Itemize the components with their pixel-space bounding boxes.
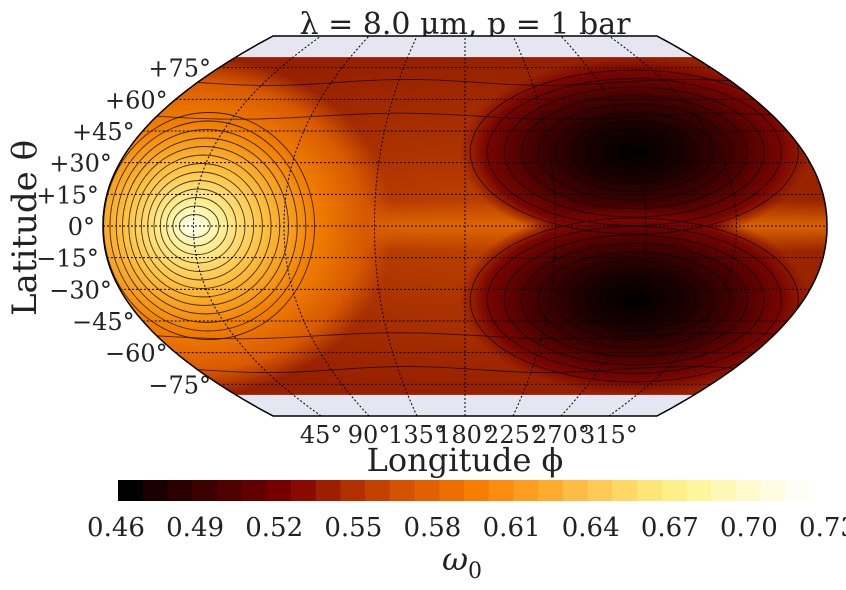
colorbar-level (315, 480, 342, 501)
colorbar-tick-label: 0.64 (562, 513, 620, 543)
colorbar-tick-label: 0.58 (403, 513, 461, 543)
lon-tick-label: 180° (436, 421, 494, 449)
lat-tick-label: −45° (72, 308, 135, 336)
lon-tick-label: 45° (300, 421, 343, 449)
lat-tick-label: +75° (148, 55, 211, 83)
lat-tick-label: +15° (36, 181, 99, 209)
lon-tick-label: 90° (348, 421, 391, 449)
colorbar-level (612, 480, 638, 501)
colorbar-level (414, 480, 440, 501)
map-area (102, 35, 828, 417)
colorbar-level (760, 480, 786, 501)
lat-tick-label: +45° (72, 118, 135, 146)
y-axis-label: Latitude θ (5, 140, 45, 316)
colorbar-level (389, 480, 416, 501)
latitude-tick-labels: +75° +60° +45° +30° +15° 0° −15° −30° −45° −60° −7… (36, 55, 211, 400)
bright-spot (103, 56, 394, 396)
colorbar-level (686, 480, 712, 501)
colorbar-tick-label: 0.73 (799, 513, 846, 543)
colorbar-level (365, 480, 391, 501)
lat-tick-label: +30° (49, 150, 112, 178)
colorbar-level (266, 480, 292, 501)
lon-tick-label: 225° (484, 421, 542, 449)
colorbar-level (340, 480, 366, 501)
lon-tick-label: 135° (388, 421, 446, 449)
lat-tick-label: +60° (105, 86, 168, 114)
colorbar-tick-label: 0.46 (87, 513, 145, 543)
colorbar-level (464, 480, 490, 501)
colorbar-tick-label: 0.55 (324, 513, 382, 543)
colorbar-level (538, 480, 564, 501)
colorbar-level (587, 480, 613, 501)
colorbar-tick-label: 0.61 (483, 513, 541, 543)
lat-tick-label: −30° (49, 276, 112, 304)
dark-vortex-south (459, 204, 810, 395)
colorbar-level (562, 480, 589, 501)
colorbar (118, 480, 811, 501)
colorbar-level (167, 480, 193, 501)
x-axis-label: Longitude ϕ (367, 441, 564, 479)
colorbar-tick-label: 0.67 (641, 513, 699, 543)
lat-tick-label: 0° (68, 213, 95, 241)
colorbar-level (785, 480, 811, 501)
colorbar-level (661, 480, 688, 501)
colorbar-level (488, 480, 515, 501)
colorbar-level (142, 480, 169, 501)
colorbar-tick-label: 0.49 (166, 513, 224, 543)
colorbar-level (637, 480, 663, 501)
colorbar-level (735, 480, 762, 501)
longitude-tick-labels: 45° 90°135°180°225°270°315° (300, 421, 638, 449)
graticule (103, 36, 827, 416)
colorbar-tick-labels: 0.46 0.49 0.52 0.55 0.58 0.61 0.64 0.67 0.70 0.73 (87, 513, 846, 543)
lat-tick-label: −15° (36, 245, 99, 273)
colorbar-tick-label: 0.52 (245, 513, 303, 543)
colorbar-level (513, 480, 539, 501)
map-outline (102, 35, 828, 417)
colorbar-level (118, 480, 144, 501)
colorbar-level (241, 480, 267, 501)
lat-tick-label: −75° (148, 371, 211, 399)
lon-tick-label: 270° (532, 421, 590, 449)
colorbar-level (192, 480, 218, 501)
colorbar-label: ω0 (442, 540, 482, 584)
colorbar-level (216, 480, 243, 501)
lon-tick-label: 315° (580, 421, 638, 449)
colorbar-level (291, 480, 317, 501)
lat-tick-label: −60° (105, 340, 168, 368)
colorbar-tick-label: 0.70 (720, 513, 778, 543)
colorbar-level (711, 480, 737, 501)
colorbar-level (439, 480, 465, 501)
